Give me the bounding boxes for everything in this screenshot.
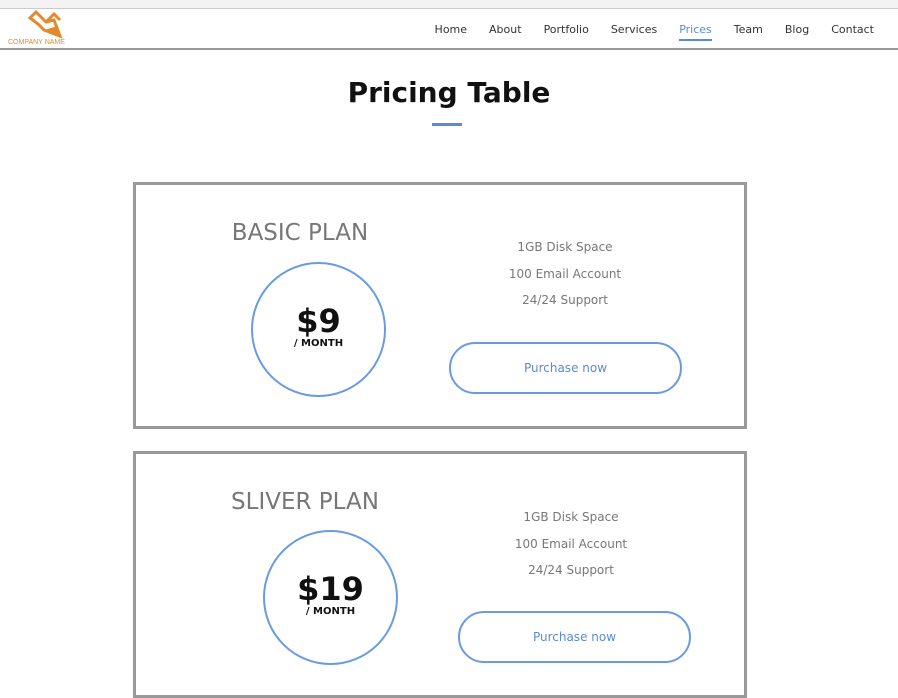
nav-team[interactable]: Team bbox=[733, 22, 763, 36]
nav-prices[interactable]: Prices bbox=[679, 22, 712, 41]
purchase-button[interactable]: Purchase now bbox=[458, 611, 691, 663]
pricing-card-sliver: SLIVER PLAN $19 / MONTH 1GB Disk Space 1… bbox=[133, 451, 747, 698]
price-circle: $9 / MONTH bbox=[251, 262, 386, 397]
feature-item: 1GB Disk Space bbox=[517, 240, 613, 254]
pricing-card-basic: BASIC PLAN $9 / MONTH 1GB Disk Space 100… bbox=[133, 182, 747, 429]
price-circle: $19 / MONTH bbox=[263, 530, 398, 665]
main-nav: Home About Portfolio Services Prices Tea… bbox=[435, 10, 874, 48]
plan-period: / MONTH bbox=[293, 338, 344, 349]
nav-about[interactable]: About bbox=[489, 22, 522, 36]
nav-home[interactable]: Home bbox=[434, 22, 468, 36]
nav-blog[interactable]: Blog bbox=[784, 22, 810, 36]
nav-contact[interactable]: Contact bbox=[831, 22, 874, 36]
company-name: COMPANY NAME bbox=[8, 39, 65, 46]
logo-icon bbox=[27, 10, 63, 39]
page-title: Pricing Table bbox=[347, 76, 551, 109]
purchase-button[interactable]: Purchase now bbox=[449, 342, 682, 394]
plan-period: / MONTH bbox=[305, 606, 356, 617]
plan-price: $19 bbox=[297, 570, 364, 608]
browser-top-strip bbox=[0, 0, 898, 9]
feature-item: 1GB Disk Space bbox=[523, 510, 619, 524]
plan-name: BASIC PLAN bbox=[231, 220, 369, 246]
plan-price: $9 bbox=[296, 302, 341, 340]
feature-item: 100 Email Account bbox=[508, 267, 622, 281]
nav-portfolio[interactable]: Portfolio bbox=[543, 22, 589, 36]
nav-services[interactable]: Services bbox=[610, 22, 658, 36]
title-underline bbox=[432, 123, 462, 126]
feature-item: 100 Email Account bbox=[514, 537, 628, 551]
feature-item: 24/24 Support bbox=[522, 293, 608, 307]
feature-item: 24/24 Support bbox=[528, 563, 614, 577]
site-header: COMPANY NAME Home About Portfolio Servic… bbox=[0, 10, 898, 50]
plan-name: SLIVER PLAN bbox=[231, 489, 379, 515]
company-logo[interactable]: COMPANY NAME bbox=[6, 10, 96, 50]
